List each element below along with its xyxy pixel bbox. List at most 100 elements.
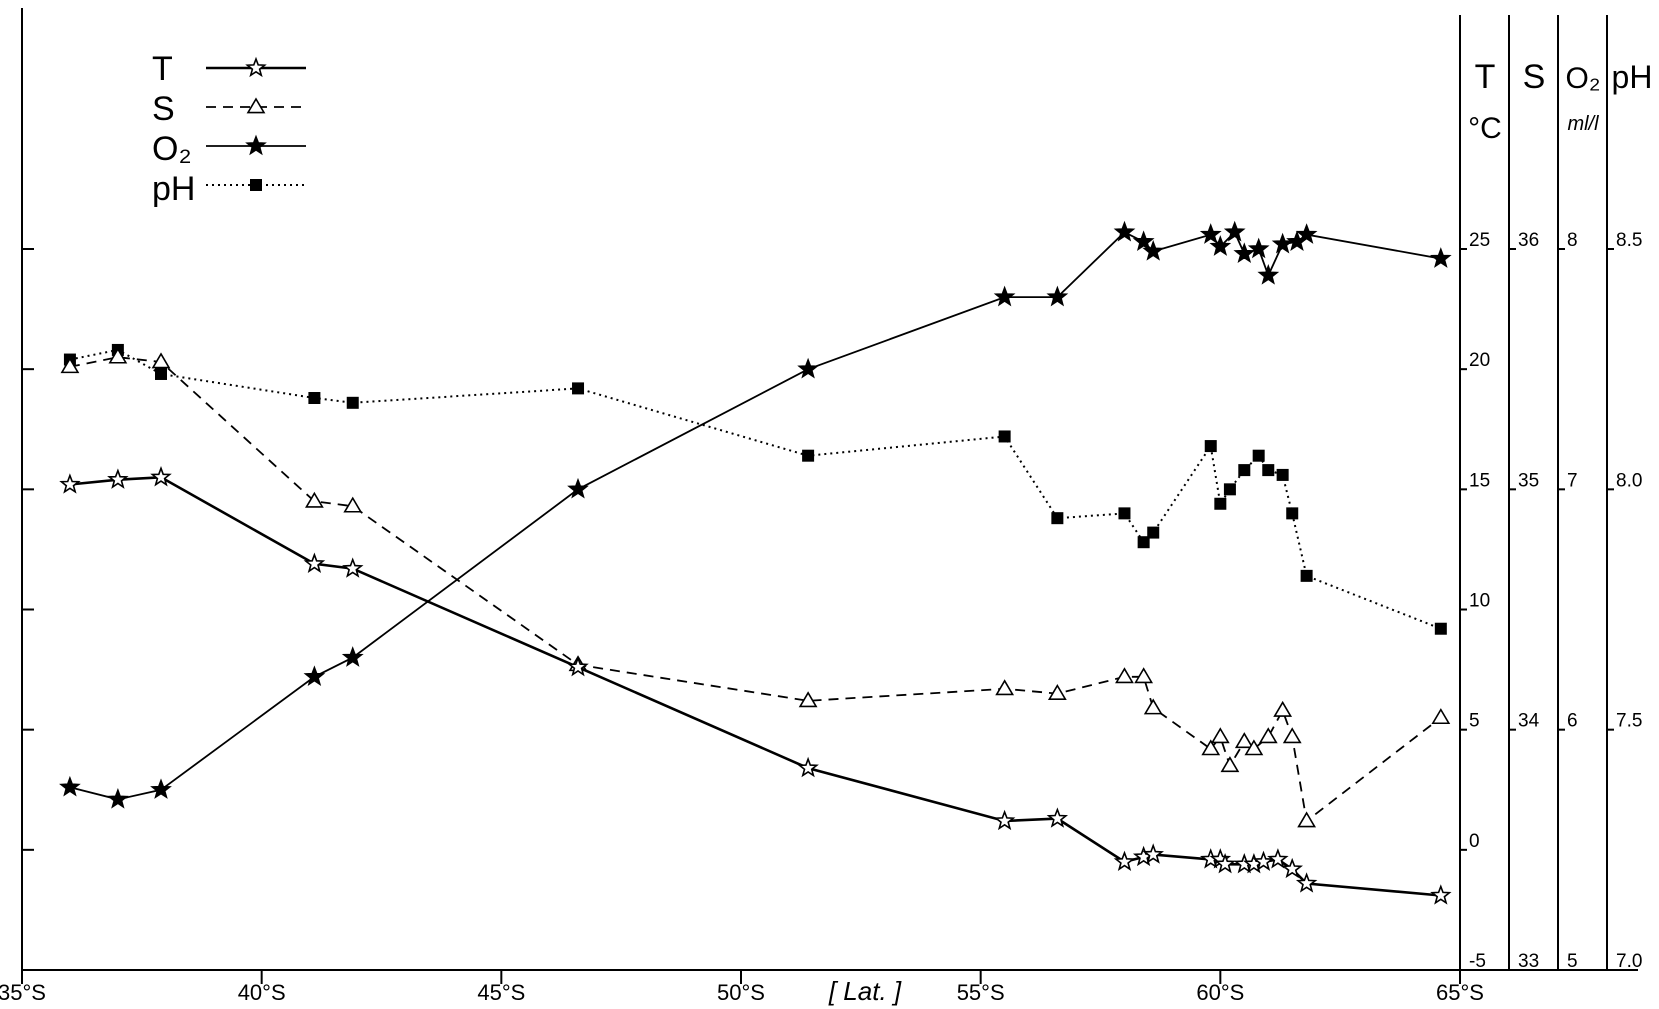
data-point (1046, 807, 1069, 828)
data-point (1295, 872, 1318, 893)
data-point (1281, 857, 1303, 879)
data-point (1115, 667, 1134, 684)
data-point (150, 465, 172, 487)
x-tick-label: 35°S (0, 980, 46, 1005)
y-tick-label: 5 (1567, 951, 1578, 972)
data-point (303, 552, 326, 573)
data-point (341, 646, 364, 667)
data-point (1209, 235, 1232, 256)
data-point (1204, 440, 1217, 453)
data-point (1142, 239, 1165, 261)
x-tick-label: 50°S (717, 980, 765, 1005)
data-point (1220, 756, 1240, 773)
data-point (1134, 667, 1154, 684)
data-point (1201, 739, 1221, 756)
y-tick-label: 8.0 (1616, 470, 1642, 491)
data-point (1199, 223, 1222, 244)
legend-label-s: S (152, 90, 175, 128)
data-point (1223, 483, 1236, 496)
data-point (1431, 708, 1451, 725)
data-point (1238, 464, 1251, 477)
x-tick-label: 65°S (1436, 980, 1484, 1005)
series-filled-star (59, 220, 1452, 809)
data-point (108, 347, 128, 364)
data-point (1147, 526, 1160, 539)
data-point (1210, 727, 1230, 744)
t-axis-title: T (1475, 58, 1496, 96)
data-point (1434, 622, 1447, 635)
data-point (1267, 848, 1289, 869)
data-point (1295, 223, 1318, 244)
data-point (1252, 850, 1275, 871)
legend-marker (245, 56, 267, 78)
data-point (1214, 853, 1236, 874)
data-point (1429, 247, 1452, 268)
data-point (1113, 220, 1136, 242)
x-axis-label: [ Lat. ] (828, 976, 902, 1006)
data-point (1276, 468, 1289, 481)
series-open-triangle (60, 347, 1451, 828)
data-point (308, 392, 321, 405)
y-tick-label: 25 (1469, 230, 1490, 251)
data-point (342, 557, 364, 578)
data-point (1132, 230, 1155, 252)
data-point (150, 778, 172, 799)
x-tick-label: 55°S (957, 980, 1005, 1005)
y-tick-label: 7.5 (1616, 711, 1642, 732)
y-tick-label: 35 (1518, 470, 1539, 491)
data-point (1214, 497, 1227, 510)
y-tick-label: -5 (1469, 951, 1486, 972)
data-point (797, 756, 819, 778)
series-filled-square (63, 343, 1447, 635)
y-tick-label: 5 (1469, 711, 1480, 732)
data-point (1143, 698, 1163, 715)
data-point (567, 477, 589, 499)
data-point (998, 430, 1011, 443)
legend-label-t: T (152, 50, 173, 88)
y-tick-label: 15 (1469, 470, 1490, 491)
data-point (1258, 727, 1278, 744)
y-tick-label: 8.5 (1616, 230, 1642, 251)
y-tick-label: 0 (1469, 831, 1480, 852)
data-point (107, 787, 129, 809)
data-point (1047, 684, 1067, 701)
legend-label-ph: pH (152, 170, 195, 208)
s-axis-title: S (1523, 58, 1546, 96)
data-point (1247, 237, 1270, 259)
data-point (304, 491, 324, 508)
data-point (1297, 811, 1317, 828)
data-point (993, 285, 1016, 307)
data-point (1262, 464, 1275, 477)
y-tick-label: 20 (1469, 350, 1490, 371)
data-point (107, 468, 129, 489)
data-point (1273, 700, 1293, 717)
data-point (1300, 569, 1313, 582)
data-point (60, 357, 80, 374)
data-point (1046, 285, 1069, 307)
data-point (1257, 263, 1280, 285)
data-point (567, 655, 589, 677)
data-point (1282, 727, 1302, 744)
data-point (303, 665, 326, 687)
o2-axis-title: O₂ (1566, 62, 1601, 95)
data-point (151, 352, 171, 369)
data-point (1252, 449, 1265, 462)
x-tick-label: 60°S (1196, 980, 1244, 1005)
y-tick-label: 7 (1567, 470, 1578, 491)
tick-layer: 35°S 40°S 45°S 50°S 55°S 60°S 65°S -5 0 5 10 15 20 25… (0, 230, 1642, 1005)
y-tick-label: 10 (1469, 591, 1490, 612)
series-line (69, 475, 1441, 897)
data-point (59, 775, 81, 797)
x-tick-label: 40°S (238, 980, 286, 1005)
data-point (59, 473, 81, 494)
legend-marker (246, 97, 266, 114)
data-point (798, 691, 818, 708)
data-point (1113, 850, 1136, 871)
series-open-star (59, 465, 1452, 905)
y-tick-label: 33 (1518, 951, 1539, 972)
data-point (1142, 843, 1164, 864)
legend: T S O₂ pH (152, 50, 306, 208)
o2-axis-unit: ml/l (1567, 113, 1599, 135)
data-point (995, 679, 1015, 696)
legend-marker (250, 179, 262, 191)
